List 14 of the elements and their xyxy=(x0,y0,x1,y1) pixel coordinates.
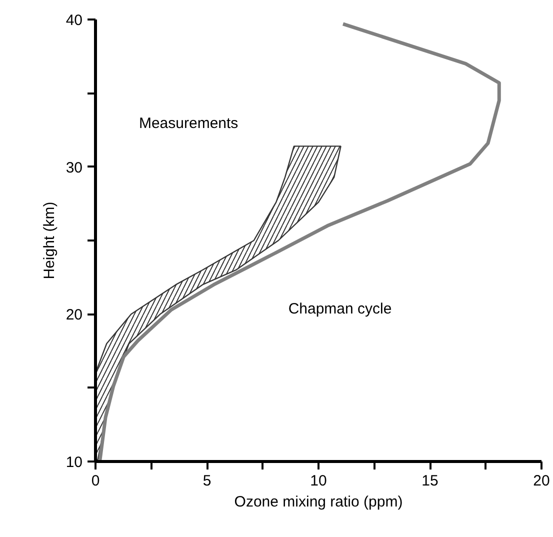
line-series xyxy=(98,22,501,462)
y-axis-title: Height (km) xyxy=(40,202,58,280)
x-tick-label: 5 xyxy=(202,472,212,490)
x-tick-label: 10 xyxy=(310,472,327,490)
y-tick-label: 10 xyxy=(66,454,83,471)
x-tick-label: 15 xyxy=(422,472,438,490)
y-tick-label: 40 xyxy=(66,12,83,29)
x-tick-label: 0 xyxy=(91,472,100,490)
x-tick-label: 20 xyxy=(533,472,550,490)
annotation: Measurements xyxy=(138,115,238,132)
y-tick-label: 30 xyxy=(66,159,83,176)
x-axis-title: Ozone mixing ratio (ppm) xyxy=(234,494,403,510)
annotation: Chapman cycle xyxy=(288,300,392,318)
y-tick-label: 20 xyxy=(66,306,83,324)
